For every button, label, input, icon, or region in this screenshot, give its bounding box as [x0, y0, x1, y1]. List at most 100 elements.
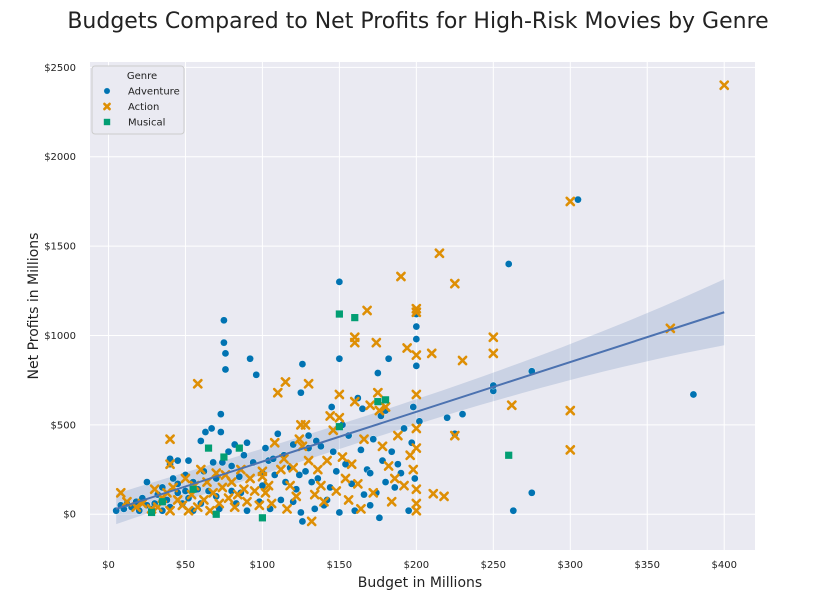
x-marker-stroke	[183, 505, 194, 516]
data-point-adventure	[307, 478, 316, 486]
data-point-adventure	[412, 335, 421, 343]
data-point-action	[380, 402, 391, 412]
x-tick-label: $0	[102, 560, 115, 571]
x-marker-stroke	[411, 389, 422, 400]
data-point-adventure	[220, 338, 228, 347]
x-marker-stroke	[282, 503, 292, 514]
x-marker-stroke	[411, 423, 422, 434]
data-point-adventure	[243, 438, 251, 447]
x-marker-stroke	[257, 466, 268, 477]
data-point-action	[208, 487, 219, 498]
data-point-adventure	[217, 428, 225, 436]
legend-item-musical: Musical	[103, 118, 165, 129]
data-point-action	[205, 505, 215, 516]
data-point-action	[180, 473, 191, 484]
x-marker-stroke	[263, 480, 274, 491]
data-point-adventure	[335, 508, 344, 517]
data-point-action	[565, 196, 576, 207]
x-marker-stroke	[411, 350, 422, 361]
x-marker-stroke	[449, 430, 460, 441]
x-marker-stroke	[195, 464, 206, 475]
data-point-musical	[335, 310, 343, 318]
data-point-action	[316, 480, 326, 491]
x-marker-stroke	[389, 473, 400, 484]
x-marker-stroke	[371, 337, 382, 348]
data-point-adventure	[240, 451, 248, 460]
x-marker-stroke	[285, 480, 296, 491]
x-marker-stroke	[168, 482, 179, 493]
data-point-action	[488, 348, 499, 359]
data-point-adventure	[458, 410, 467, 418]
data-point-action	[254, 500, 265, 511]
data-point-action	[337, 452, 348, 462]
x-marker-stroke	[506, 400, 517, 411]
x-marker-stroke	[402, 343, 413, 353]
data-point-action	[356, 503, 366, 514]
data-point-action	[165, 459, 175, 470]
x-marker-stroke	[565, 405, 576, 416]
x-marker-stroke	[291, 491, 302, 502]
x-marker-stroke	[122, 496, 132, 507]
data-point-adventure	[404, 506, 413, 515]
data-point-action	[565, 405, 576, 416]
y-tick-label: $2500	[44, 63, 76, 74]
data-point-adventure	[209, 458, 217, 467]
tick-labels: $0 $50 $100 $150 $200 $250 $300 $350 $400 $0 $500 $…	[44, 63, 737, 571]
data-point-adventure	[235, 472, 244, 481]
x-marker-stroke	[457, 355, 468, 366]
data-point-musical	[220, 453, 228, 461]
data-point-action	[506, 400, 517, 411]
x-marker-stroke	[449, 278, 460, 289]
x-marker-stroke	[349, 396, 360, 407]
data-point-action	[411, 423, 422, 434]
data-point-adventure	[409, 403, 418, 411]
x-marker-stroke	[380, 402, 391, 412]
data-point-adventure	[221, 365, 230, 374]
legend-marker-musical	[103, 118, 111, 126]
data-point-adventure	[252, 371, 261, 379]
x-marker-stroke	[254, 500, 265, 511]
data-point-adventure	[509, 506, 518, 515]
data-point-adventure	[310, 505, 319, 513]
x-marker-stroke	[177, 500, 188, 511]
x-marker-stroke	[211, 468, 222, 479]
data-point-action	[349, 337, 360, 348]
x-marker-stroke	[488, 348, 499, 359]
y-tick-label: $0	[63, 510, 76, 521]
x-marker-stroke	[272, 387, 283, 398]
x-marker-stroke	[266, 498, 277, 509]
x-marker-stroke	[408, 464, 419, 475]
data-point-action	[229, 502, 240, 512]
data-point-action	[300, 419, 311, 430]
data-point-adventure	[297, 508, 305, 517]
data-point-adventure	[504, 260, 513, 268]
data-point-action	[275, 464, 286, 475]
legend-label-action: Action	[128, 102, 159, 113]
legend-marker-adventure	[103, 87, 111, 95]
x-marker-stroke	[411, 303, 422, 314]
data-point-adventure	[261, 444, 270, 452]
data-point-action	[165, 434, 175, 445]
x-marker-stroke	[300, 419, 311, 430]
data-point-adventure	[217, 410, 225, 418]
y-tick-label: $500	[51, 420, 76, 431]
x-marker-stroke	[312, 464, 323, 475]
x-marker-stroke	[303, 455, 314, 466]
data-point-adventure	[394, 460, 402, 468]
data-point-action	[399, 480, 409, 491]
x-marker-stroke	[331, 486, 342, 496]
data-point-musical	[258, 514, 267, 522]
x-marker-stroke	[172, 495, 183, 505]
data-point-action	[269, 437, 280, 448]
x-tick-label: $150	[327, 560, 352, 571]
data-point-adventure	[297, 388, 305, 397]
data-point-action	[242, 496, 252, 507]
data-point-action	[334, 389, 345, 400]
data-point-action	[408, 464, 419, 475]
data-point-action	[383, 461, 394, 471]
chart-title: Budgets Compared to Net Profits for High…	[67, 9, 768, 34]
x-marker-stroke	[565, 444, 576, 455]
data-point-adventure	[298, 517, 307, 526]
y-axis-label: Net Profits in Millions	[26, 233, 42, 380]
data-point-action	[349, 396, 360, 407]
